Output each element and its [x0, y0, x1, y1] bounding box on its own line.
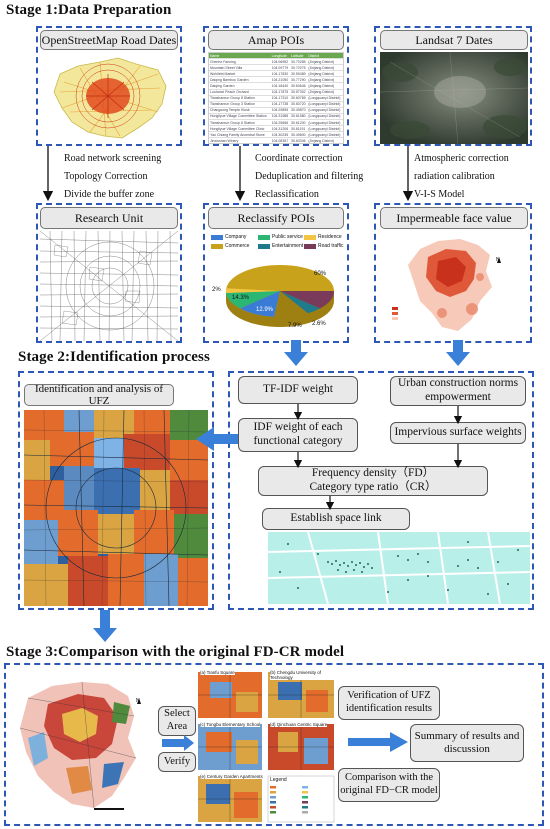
legend-company-label: Company	[225, 234, 247, 240]
legend-title: Legend	[270, 777, 287, 783]
stage2-arrows	[196, 404, 463, 511]
landsat-title: Landsat 7 Dates	[380, 30, 528, 50]
osm-road-map	[40, 52, 178, 144]
pie-label-company: 12.9%	[256, 307, 274, 313]
stage3-title: Stage 3:Comparison with the original FD-…	[6, 644, 345, 660]
verification-box: Verification of UFZ identification resul…	[338, 686, 440, 720]
legend-commerce: Commerce	[211, 243, 249, 249]
impermeable-title: Impermeable face value	[380, 207, 528, 229]
panel-b-label: (b) Chengdu University of Technology	[270, 670, 336, 680]
osm-panel	[36, 26, 182, 146]
space-link-map	[268, 532, 530, 604]
pie-label-road-traffic: 7.9%	[288, 323, 302, 329]
legend-residence: Residence	[304, 234, 342, 240]
comparison-city-map: N	[8, 668, 158, 822]
legend-public-service-label: Public service	[272, 234, 303, 240]
comparison-box: Comparison with the original FD−CR model	[338, 768, 440, 802]
legend-commerce-label: Commerce	[225, 243, 250, 249]
osm-note-3: Divide the buffer zone	[64, 189, 155, 200]
impervious-weights-box: Impervious surface weights	[390, 422, 526, 444]
cr-label: Category type ratio（CR）	[309, 481, 437, 493]
to-summary-arrow	[348, 732, 408, 752]
landsat-note-2: radiation calibration	[414, 171, 495, 182]
panel-a-label: (a) Tianfu Square	[200, 670, 235, 675]
stage2-title: Stage 2:Identification process	[18, 349, 210, 365]
pie-label-residence: 2%	[212, 287, 221, 293]
osm-notes: Road network screening Topology Correcti…	[64, 150, 161, 204]
tfidf-weight-box: TF-IDF weight	[238, 376, 358, 404]
osm-note-2: Topology Correction	[64, 171, 148, 182]
reclassify-panel	[203, 203, 349, 343]
amap-poi-table: Name Longitude Latitude District Chenhe Fan…	[208, 52, 344, 144]
amap-note-1: Coordinate correction	[255, 153, 343, 164]
landsat-note-1: Atmospheric correction	[414, 153, 509, 164]
select-to-verify-arrow	[162, 735, 194, 751]
pie-label-entertainment: 2.6%	[312, 321, 326, 327]
reclassify-pie-chart: Company Public service Residence Commerc…	[208, 231, 344, 341]
legend-road-traffic: Road traffic	[304, 243, 343, 249]
impermeable-map: N	[380, 231, 528, 341]
norms-empowerment-box: Urban construction norms empowerment	[390, 376, 526, 406]
osm-note-1: Road network screening	[64, 153, 162, 164]
amap-title: Amap POIs	[208, 30, 344, 50]
process-panel	[228, 371, 534, 610]
fd-cr-box: Frequency density（FD） Category type rati…	[258, 466, 488, 496]
summary-box: Summary of results and discussion	[410, 724, 524, 762]
legend-entertainment: Entertainment	[258, 243, 303, 249]
ufz-title: Identification and analysis of UFZ	[24, 383, 174, 407]
research-unit-title: Research Unit	[40, 207, 178, 229]
pie-label-public-service: 14.3%	[232, 295, 250, 301]
ufz-identification-map	[24, 410, 208, 606]
stage1-title: Stage 1:Data Preparation	[6, 2, 172, 18]
amap-panel	[203, 26, 349, 146]
legend-company: Company	[211, 234, 246, 240]
area-panels-grid: (a) Tianfu Square (b) Chengdu University…	[198, 668, 336, 824]
research-unit-grid	[40, 231, 178, 341]
legend-public-service: Public service	[258, 234, 303, 240]
legend-entertainment-label: Entertainment	[272, 243, 304, 249]
landsat-panel	[374, 26, 532, 146]
panel-d-label: (d) Qinchuan Centric Square	[270, 722, 328, 727]
reclassify-title: Reclassify POIs	[208, 207, 344, 229]
verify-box: Verify	[158, 752, 196, 772]
stage3-panel	[4, 663, 544, 826]
blue-arrows-stage1-to-2	[284, 340, 470, 366]
panel-e-label: (e) Century Garden Apartments	[200, 774, 263, 779]
blue-arrow-stage2-to-3	[93, 610, 117, 642]
legend-road-traffic-label: Road traffic	[318, 243, 344, 249]
landsat-notes: Atmospheric correction radiation calibra…	[414, 150, 509, 204]
pie-label-commerce: 60%	[314, 271, 327, 277]
research-unit-panel	[36, 203, 182, 343]
ufz-panel	[18, 371, 214, 610]
legend-residence-label: Residence	[318, 234, 342, 240]
space-link-box: Establish space link	[262, 508, 410, 530]
osm-title: OpenStreetMap Road Dates	[40, 30, 178, 50]
stage1-arrows	[42, 146, 414, 202]
landsat-note-3: V-I-S Model	[414, 189, 465, 200]
amap-note-3: Reclassification	[255, 189, 319, 200]
amap-note-2: Deduplication and filtering	[255, 171, 364, 182]
idf-weight-box: IDF weight of each functional category	[238, 418, 358, 452]
fd-label: Frequency density（FD）	[311, 467, 435, 480]
amap-notes: Coordinate correction Deduplication and …	[255, 150, 363, 204]
select-area-box: Select Area	[158, 706, 196, 736]
landsat-satellite-image	[380, 52, 528, 144]
panel-c-label: (c) Tongbu Elementary School	[200, 722, 261, 727]
